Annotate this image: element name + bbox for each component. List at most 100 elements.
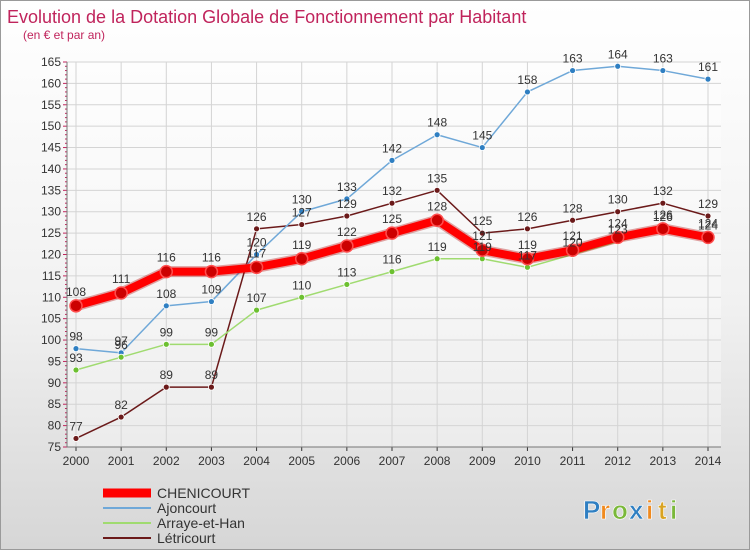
- data-label-arraye-et-han: 99: [205, 325, 219, 339]
- series-chenicourt-point: [114, 286, 128, 300]
- data-label-l-tricourt: 127: [292, 206, 312, 220]
- legend: CHENICOURTAjoncourtArraye-et-HanLétricou…: [103, 485, 251, 546]
- series-l-tricourt-point: [343, 212, 351, 220]
- series-l-tricourt-point: [388, 199, 396, 207]
- data-label-arraye-et-han: 119: [473, 240, 492, 254]
- data-label-ajoncourt: 130: [292, 193, 312, 207]
- legend-label-ajoncourt: Ajoncourt: [157, 500, 216, 516]
- y-tick-label: 150: [41, 119, 61, 133]
- data-label-l-tricourt: 129: [337, 197, 357, 211]
- legend-label-arraye-et-han: Arraye-et-Han: [157, 515, 245, 531]
- series-ajoncourt-point: [433, 131, 441, 139]
- data-label-chenicourt: 124: [698, 216, 718, 230]
- series-l-tricourt-point: [524, 225, 531, 233]
- data-label-arraye-et-han: 119: [428, 240, 447, 254]
- series-arraye-et-han-point: [433, 255, 441, 263]
- series-ajoncourt-point: [208, 298, 215, 305]
- y-tick-label: 140: [41, 162, 61, 176]
- y-tick-label: 90: [48, 376, 62, 390]
- logo-letter: t: [658, 495, 667, 525]
- logo-letter: i: [646, 495, 653, 525]
- data-label-chenicourt: 108: [66, 285, 86, 299]
- data-label-ajoncourt: 120: [247, 236, 267, 250]
- data-labels: 77 82 89 89 126 127 129 132 135 125 126 128 130 132 12…: [66, 47, 718, 433]
- x-tick-label: 2014: [695, 454, 722, 468]
- y-tick-label: 85: [48, 397, 62, 411]
- series-chenicourt-point: [69, 299, 83, 313]
- y-tick-label: 105: [41, 312, 61, 326]
- data-label-ajoncourt: 145: [472, 129, 492, 143]
- y-tick-label: 80: [48, 419, 62, 433]
- data-label-chenicourt: 121: [472, 229, 492, 243]
- x-tick-label: 2000: [63, 454, 90, 468]
- data-label-arraye-et-han: 93: [69, 351, 83, 365]
- data-label-l-tricourt: 82: [114, 398, 128, 412]
- data-label-arraye-et-han: 99: [160, 325, 174, 339]
- x-tick-label: 2001: [108, 454, 135, 468]
- series-chenicourt-point: [159, 264, 174, 279]
- data-label-chenicourt: 121: [563, 229, 583, 243]
- data-label-l-tricourt: 126: [247, 210, 267, 224]
- x-tick-label: 2006: [334, 454, 361, 468]
- x-tick-label: 2012: [604, 454, 631, 468]
- series-arraye-et-han-point: [253, 306, 260, 314]
- y-tick-label: 145: [41, 141, 61, 155]
- data-label-arraye-et-han: 123: [608, 223, 628, 237]
- series-ajoncourt-point: [343, 195, 351, 203]
- series-ajoncourt-point: [659, 67, 667, 74]
- data-label-arraye-et-han: 120: [563, 236, 583, 250]
- series-arraye-et-han-point: [72, 366, 80, 374]
- y-tick-label: 155: [41, 98, 61, 112]
- y-tick-label: 110: [42, 290, 61, 304]
- logo-letter: i: [670, 495, 677, 525]
- data-label-ajoncourt: 163: [653, 52, 673, 66]
- data-label-arraye-et-han: 113: [337, 265, 356, 279]
- series-chenicourt-point: [475, 243, 490, 257]
- data-label-l-tricourt: 135: [427, 171, 447, 185]
- data-label-chenicourt: 119: [518, 238, 537, 252]
- data-label-ajoncourt: 109: [201, 283, 221, 297]
- data-label-ajoncourt: 108: [156, 287, 176, 301]
- data-label-chenicourt: 119: [292, 238, 311, 252]
- y-tick-label: 95: [48, 354, 62, 368]
- y-tick-label: 130: [41, 205, 61, 219]
- logo-letter: x: [629, 495, 644, 525]
- data-label-chenicourt: 126: [653, 208, 673, 222]
- y-tick-label: 75: [48, 440, 62, 454]
- data-label-ajoncourt: 148: [427, 116, 447, 130]
- x-tick-label: 2003: [198, 454, 225, 468]
- data-label-chenicourt: 122: [337, 225, 357, 239]
- legend-label-l-tricourt: Létricourt: [157, 530, 215, 546]
- data-label-ajoncourt: 161: [698, 60, 718, 74]
- series-chenicourt-point: [656, 222, 670, 236]
- series-ajoncourt-point: [704, 75, 712, 83]
- data-label-arraye-et-han: 117: [518, 248, 537, 262]
- x-tick-label: 2013: [650, 454, 677, 468]
- data-label-l-tricourt: 126: [517, 210, 537, 224]
- data-label-arraye-et-han: 124: [698, 218, 718, 232]
- data-label-l-tricourt: 132: [653, 184, 673, 198]
- series-arraye-et-han-point: [208, 340, 215, 348]
- series-arraye-et-han-point: [117, 353, 125, 361]
- series-chenicourt-point: [701, 230, 715, 245]
- chart-subtitle: (en € et par an): [23, 28, 105, 42]
- data-label-arraye-et-han: 107: [247, 291, 267, 305]
- series-ajoncourt-point: [253, 251, 260, 258]
- x-tick-label: 2004: [243, 454, 270, 468]
- series-l-tricourt-point: [162, 383, 170, 391]
- y-tick-label: 125: [41, 226, 61, 240]
- y-tick-label: 160: [41, 76, 61, 90]
- data-label-chenicourt: 116: [157, 251, 176, 265]
- series-chenicourt-point: [340, 239, 354, 253]
- series-chenicourt-point: [520, 252, 535, 266]
- y-tick-label: 115: [42, 269, 61, 283]
- series-chenicourt-point: [430, 213, 444, 228]
- series-ajoncourt-point: [614, 62, 622, 70]
- data-label-l-tricourt: 89: [205, 368, 219, 382]
- series-l-tricourt-point: [433, 186, 441, 194]
- series-ajoncourt-point: [298, 208, 306, 216]
- y-tick-label: 120: [41, 248, 61, 262]
- series-ajoncourt-point: [388, 156, 396, 164]
